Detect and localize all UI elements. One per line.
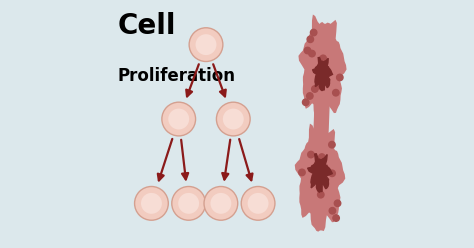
Circle shape [334,200,341,207]
Circle shape [178,193,199,214]
Circle shape [304,47,311,54]
Polygon shape [299,14,346,123]
Circle shape [333,215,339,221]
Circle shape [319,154,325,160]
Circle shape [318,191,324,198]
Circle shape [311,86,318,92]
Circle shape [328,141,335,148]
Circle shape [308,151,314,158]
Circle shape [329,170,335,177]
Polygon shape [313,92,329,156]
Circle shape [320,55,326,62]
Circle shape [247,193,269,214]
Circle shape [196,34,217,55]
Text: Proliferation: Proliferation [118,67,236,85]
Polygon shape [295,124,345,232]
Circle shape [223,109,244,129]
Circle shape [210,193,231,214]
Circle shape [162,102,196,136]
Circle shape [241,186,275,220]
Circle shape [307,93,313,99]
Circle shape [204,186,238,220]
Circle shape [310,29,317,36]
Circle shape [317,166,323,173]
Circle shape [172,186,206,220]
Polygon shape [312,58,332,91]
Circle shape [333,90,339,96]
Polygon shape [308,154,332,192]
Circle shape [189,28,223,62]
Circle shape [302,99,309,105]
Circle shape [135,186,168,220]
Circle shape [299,169,305,176]
Circle shape [337,74,343,81]
Text: Cell: Cell [118,12,176,40]
Circle shape [217,102,250,136]
Circle shape [316,82,323,89]
Circle shape [309,50,315,57]
Circle shape [168,109,189,129]
Circle shape [141,193,162,214]
Circle shape [307,36,313,42]
Circle shape [329,208,336,214]
Circle shape [320,167,326,174]
